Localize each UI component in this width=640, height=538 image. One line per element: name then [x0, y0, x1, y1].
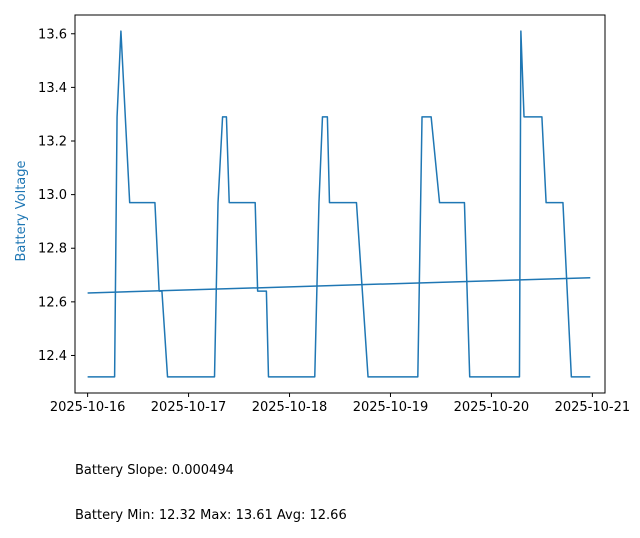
x-tick-label: 2025-10-17	[151, 400, 227, 415]
y-tick-label: 12.8	[38, 242, 67, 257]
y-tick-label: 12.6	[38, 295, 67, 310]
y-tick-label: 13.6	[38, 27, 67, 42]
plot-layer	[87, 30, 591, 378]
y-tick-label: 13.4	[38, 81, 67, 96]
trend-line	[87, 276, 591, 294]
battery-voltage-chart: 2025-10-16 2025-10-17 2025-10-18 2025-10-19…	[14, 14, 630, 415]
x-tick-label: 2025-10-19	[353, 400, 429, 415]
y-tick-label: 12.4	[38, 349, 67, 364]
battery-stats: Battery Slope: 0.000494 Battery Min: 12.…	[75, 433, 347, 538]
x-tick-label: 2025-10-21	[555, 400, 631, 415]
y-axis-label: Battery Voltage	[14, 160, 29, 261]
x-tick-label: 2025-10-16	[50, 400, 126, 415]
battery-min-max-avg-text: Battery Min: 12.32 Max: 13.61 Avg: 12.66	[75, 508, 347, 523]
battery-voltage-line	[87, 30, 591, 378]
y-tick-label: 13.0	[38, 188, 67, 203]
y-tick-label: 13.2	[38, 135, 67, 150]
x-tick-label: 2025-10-20	[454, 400, 530, 415]
x-tick-label: 2025-10-18	[252, 400, 328, 415]
axis-ticks: 2025-10-16 2025-10-17 2025-10-18 2025-10-19…	[38, 27, 630, 415]
plot-frame	[74, 14, 606, 394]
battery-slope-text: Battery Slope: 0.000494	[75, 463, 234, 478]
